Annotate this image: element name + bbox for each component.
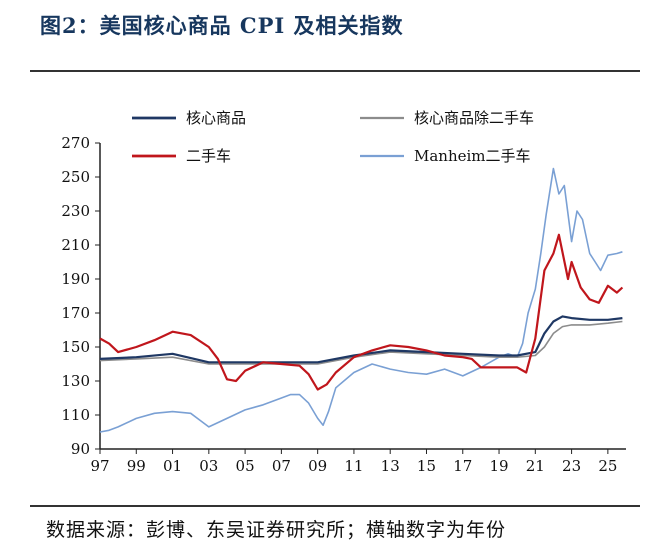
x-tick-label: 15 — [417, 457, 436, 475]
x-tick-label: 13 — [381, 457, 400, 475]
series-line-0 — [99, 315, 623, 364]
series-line-3 — [99, 167, 623, 433]
y-tick-label: 150 — [61, 338, 90, 356]
x-tick-label: 25 — [598, 457, 617, 475]
x-tick-label: 07 — [272, 457, 291, 475]
y-tick-label: 110 — [61, 406, 90, 424]
x-tick-label: 97 — [90, 457, 109, 475]
chart-title: 图2：美国核心商品 CPI 及相关指数 — [40, 13, 404, 38]
top-divider — [30, 70, 640, 72]
x-tick-label: 05 — [236, 457, 255, 475]
y-tick-label: 210 — [61, 236, 90, 254]
x-tick-label: 11 — [344, 457, 363, 475]
series-line-1 — [99, 320, 623, 365]
y-tick-label: 270 — [61, 134, 90, 152]
legend-label: Manheim二手车 — [414, 147, 531, 165]
x-tick-label: 23 — [562, 457, 581, 475]
x-tick-label: 99 — [127, 457, 146, 475]
series-line-2 — [99, 233, 624, 391]
source-note: 数据来源：彭博、东吴证券研究所；横轴数字为年份 — [46, 519, 507, 541]
x-tick-label: 21 — [526, 457, 545, 475]
x-tick-label: 03 — [199, 457, 218, 475]
series-group — [99, 167, 624, 433]
x-tick-label: 09 — [308, 457, 327, 475]
y-tick-label: 170 — [61, 304, 90, 322]
x-tick-label: 19 — [489, 457, 508, 475]
y-tick-label: 230 — [61, 202, 90, 220]
x-tick-label: 17 — [453, 457, 472, 475]
y-tick-label: 190 — [61, 270, 90, 288]
y-tick-label: 130 — [61, 372, 90, 390]
x-tick-label: 01 — [163, 457, 182, 475]
bottom-divider — [30, 505, 640, 507]
tick-group: 90 110 130 150 170 190 210 230 250 270 97 99 01 03 05 0… — [61, 134, 617, 475]
y-tick-label: 90 — [71, 440, 90, 458]
y-tick-label: 250 — [61, 168, 90, 186]
legend-label: 核心商品除二手车 — [414, 109, 534, 127]
legend-label: 二手车 — [186, 147, 231, 165]
legend-label: 核心商品 — [186, 109, 246, 127]
